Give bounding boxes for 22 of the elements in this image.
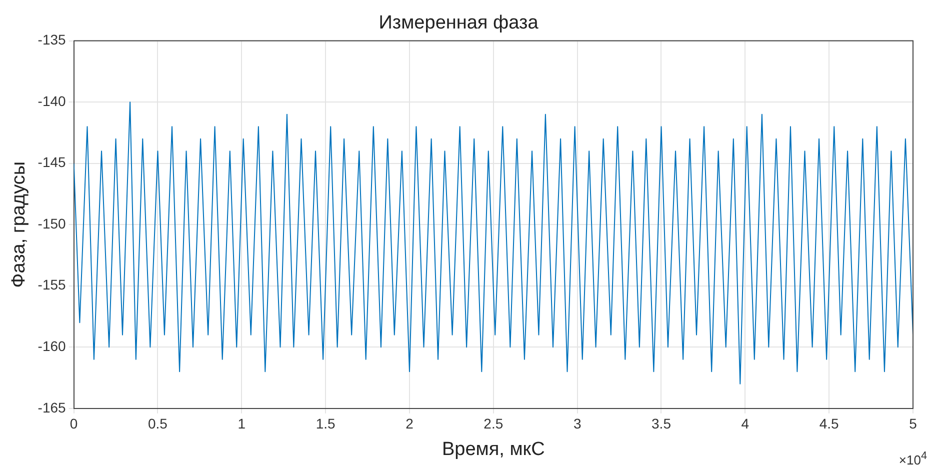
x-tick-label: 0 xyxy=(70,416,78,432)
x-tick-label: 4 xyxy=(741,416,750,432)
y-tick-label: -165 xyxy=(38,399,66,416)
y-tick-label: -140 xyxy=(38,92,66,109)
y-tick-label: -160 xyxy=(38,338,66,354)
y-tick-label: -155 xyxy=(38,276,66,293)
x-tick-label: 1.5 xyxy=(316,416,336,432)
y-tick-label: -145 xyxy=(38,154,66,170)
y-tick-label: -135 xyxy=(38,32,66,48)
x-tick-label: 3 xyxy=(573,416,582,432)
x-tick-label: 0.5 xyxy=(148,416,168,432)
y-tick-label: -150 xyxy=(38,215,66,232)
x-tick-label: 2 xyxy=(406,416,414,432)
x-tick-label: 3.5 xyxy=(652,416,672,432)
x-tick-label: 4.5 xyxy=(819,416,840,432)
x-tick-label: 2.5 xyxy=(484,416,504,432)
x-tick-label: 1 xyxy=(238,416,246,432)
x-axis-title: Время, мкС xyxy=(442,438,545,460)
x-tick-label: 5 xyxy=(909,416,918,432)
y-axis-title: Фаза, градусы xyxy=(8,161,30,288)
text: ×10$^{4}$ xyxy=(898,450,927,467)
chart-title: Измеренная фаза xyxy=(378,12,539,34)
